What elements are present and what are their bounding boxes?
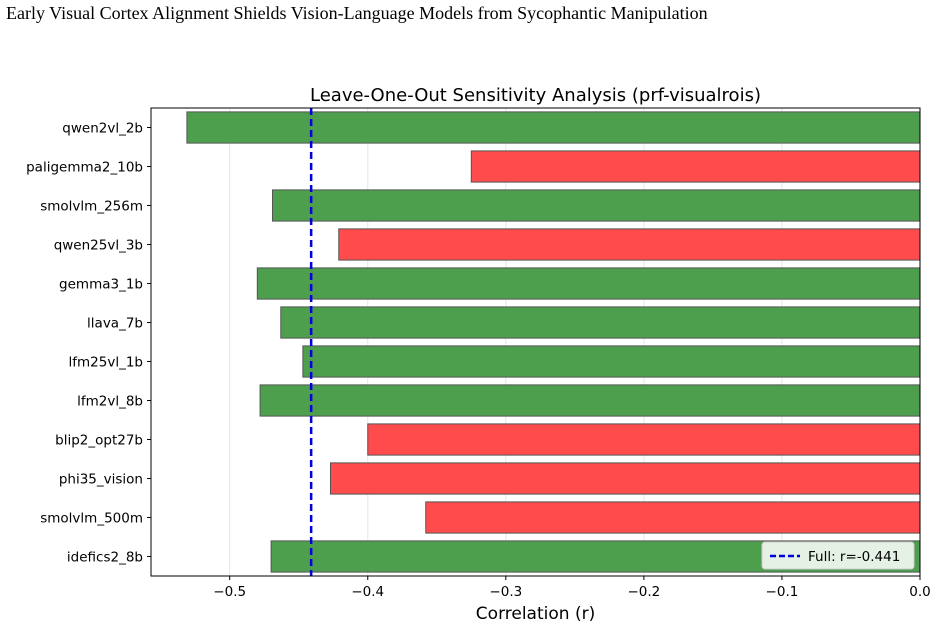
y-tick-label: gemma3_1b xyxy=(59,277,143,293)
y-tick-label: lfm2vl_8b xyxy=(77,394,143,410)
x-axis: −0.5 −0.4 −0.3 −0.2 −0.1 0.0 xyxy=(213,576,931,600)
y-tick-label: llava_7b xyxy=(87,316,143,332)
y-tick-label: lfm25vl_1b xyxy=(69,355,143,371)
bar-blip2_opt27b xyxy=(367,423,921,456)
x-tick-label: −0.4 xyxy=(351,584,384,600)
bar-smolvlm_256m xyxy=(271,189,921,222)
y-axis: qwen2vl_2b paligemma2_10b smolvlm_256mqwen… xyxy=(26,121,151,566)
bar-lfm25vl_1b xyxy=(302,345,921,378)
legend: Full: r=-0.441 xyxy=(761,541,915,570)
x-tick-label: −0.5 xyxy=(213,584,246,600)
page-title: Early Visual Cortex Alignment Shields Vi… xyxy=(6,3,708,23)
x-axis-label: Correlation (r) xyxy=(476,604,595,624)
bar-qwen2vl_2b xyxy=(186,111,921,144)
x-tick-label: −0.2 xyxy=(627,584,660,600)
chart-title: Leave-One-Out Sensitivity Analysis (prf-… xyxy=(310,85,761,106)
bar-qwen25vl_3b xyxy=(338,228,921,261)
x-tick-label: −0.1 xyxy=(766,584,799,600)
bar-llava_7b xyxy=(280,306,921,339)
y-tick-label: smolvlm_256m xyxy=(40,199,143,215)
legend-box xyxy=(761,541,915,570)
bar-gemma3_1b xyxy=(256,267,921,300)
x-tick-label: 0.0 xyxy=(909,584,930,600)
y-tick-label: phi35_vision xyxy=(59,472,143,488)
grid xyxy=(229,108,921,576)
y-tick-label: smolvlm_500m xyxy=(40,511,143,527)
bar-paligemma2_10b xyxy=(470,150,921,183)
y-tick-label: qwen25vl_3b xyxy=(54,238,143,254)
bar-lfm2vl_8b xyxy=(259,384,921,417)
y-tick-label: blip2_opt27b xyxy=(55,433,143,449)
bar-smolvlm_500m xyxy=(425,501,921,534)
bar-phi35_vision xyxy=(329,462,921,495)
y-tick-label: paligemma2_10b xyxy=(26,160,143,176)
y-tick-label: qwen2vl_2b xyxy=(62,121,143,137)
x-tick-label: −0.3 xyxy=(489,584,522,600)
bars xyxy=(186,111,921,573)
plot-frame xyxy=(150,107,921,577)
y-tick-label: idefics2_8b xyxy=(67,550,143,566)
legend-entry-full: Full: r=-0.441 xyxy=(808,549,900,565)
